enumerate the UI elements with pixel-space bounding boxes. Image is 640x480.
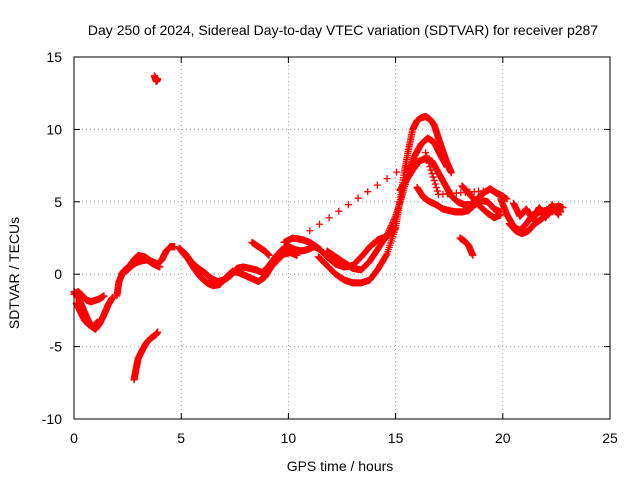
data-points — [70, 72, 567, 384]
grid-lines — [74, 57, 610, 419]
data-point — [389, 217, 397, 225]
series-track-j — [248, 238, 273, 259]
data-point — [433, 187, 441, 195]
data-point — [555, 211, 563, 219]
series-track-e — [117, 256, 164, 278]
data-point — [171, 243, 179, 251]
data-point — [387, 222, 395, 230]
data-point — [382, 251, 390, 259]
x-tick-label: 25 — [602, 430, 618, 446]
data-point — [443, 163, 451, 171]
data-point — [424, 156, 432, 164]
data-point — [502, 194, 510, 202]
data-point — [386, 225, 394, 233]
series-track-c — [72, 299, 102, 330]
plot-frame — [73, 56, 611, 420]
series-outliers — [306, 149, 511, 235]
data-point — [387, 223, 395, 231]
data-point — [156, 263, 164, 271]
data-point — [354, 194, 362, 202]
data-point — [364, 188, 372, 196]
data-point — [373, 181, 381, 189]
data-point — [335, 207, 343, 215]
data-point — [390, 215, 398, 223]
series-track-q — [456, 234, 477, 259]
data-point — [559, 204, 567, 212]
y-tick-label: 15 — [46, 49, 62, 65]
x-tick-label: 10 — [281, 430, 297, 446]
data-point — [94, 318, 102, 326]
y-tick-label: 0 — [54, 266, 62, 282]
data-point — [306, 227, 314, 235]
data-point — [402, 162, 410, 170]
x-axis-label: GPS time / hours — [287, 458, 394, 474]
series-track-o — [413, 183, 505, 216]
series-track-m — [323, 134, 451, 274]
data-point — [389, 219, 397, 227]
data-point — [412, 155, 420, 163]
chart-title: Day 250 of 2024, Sidereal Day-to-day VTE… — [88, 22, 598, 38]
data-point — [430, 177, 438, 185]
data-point — [423, 152, 431, 160]
data-point — [383, 175, 391, 183]
data-point — [428, 170, 436, 178]
data-point — [503, 195, 511, 203]
series-track-i — [177, 247, 301, 290]
data-point — [497, 211, 505, 219]
data-point — [425, 159, 433, 167]
data-point — [447, 169, 455, 177]
data-point — [422, 149, 430, 157]
data-point — [469, 251, 477, 259]
y-tick-label: 10 — [46, 121, 62, 137]
data-point — [429, 173, 437, 181]
data-point — [426, 163, 434, 171]
data-point — [427, 166, 435, 174]
data-point — [388, 220, 396, 228]
x-tick-label: 5 — [177, 430, 185, 446]
y-tick-label: -10 — [42, 411, 62, 427]
data-point — [109, 293, 117, 301]
data-point — [384, 228, 392, 236]
data-point — [344, 201, 352, 209]
data-point — [293, 251, 301, 259]
data-point — [154, 75, 162, 83]
data-point — [383, 231, 391, 239]
data-point — [431, 180, 439, 188]
data-point — [393, 168, 401, 176]
x-tick-label: 15 — [388, 430, 404, 446]
series-track-g — [150, 72, 162, 86]
data-point — [432, 184, 440, 192]
series-track-t — [510, 199, 563, 223]
data-point — [384, 230, 392, 238]
data-point — [391, 214, 399, 222]
x-tick-label: 0 — [70, 430, 78, 446]
tick-labels: 0 5 10 15 20 25 -10 -5 0 5 10 15 — [42, 49, 618, 446]
x-tick-label: 20 — [495, 430, 511, 446]
data-point — [325, 214, 333, 222]
y-axis-label: SDTVAR / TECUs — [6, 217, 22, 329]
data-point — [265, 251, 273, 259]
series-track-f — [130, 328, 162, 384]
data-point — [100, 292, 108, 300]
axis-ticks — [73, 56, 611, 420]
data-point — [315, 220, 323, 228]
data-point — [385, 226, 393, 234]
data-point — [154, 328, 162, 336]
y-tick-label: -5 — [50, 339, 63, 355]
y-tick-label: 5 — [54, 194, 62, 210]
